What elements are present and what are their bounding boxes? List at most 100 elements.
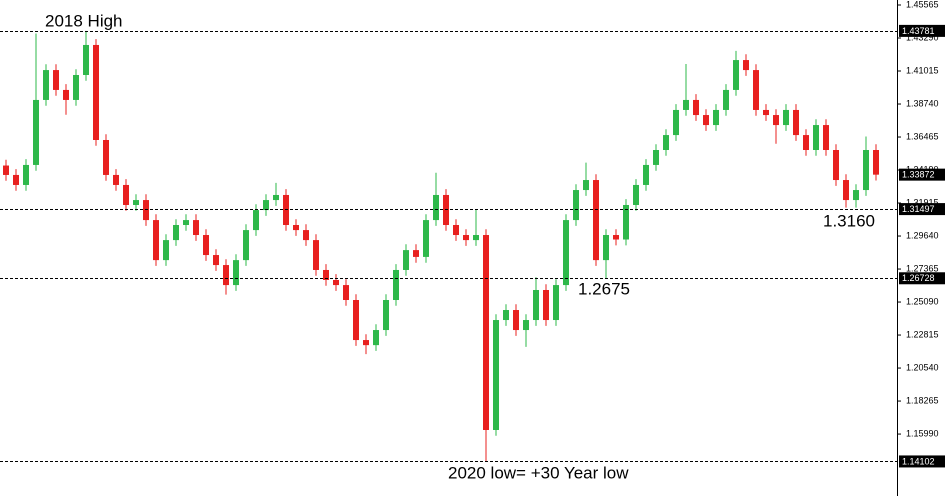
level-box [899,272,945,285]
y-tick-label: 1.18265 [906,395,939,405]
candle-body [163,240,169,261]
candle-body [153,220,159,261]
candle-body [853,190,859,201]
y-tick-label: 1.25090 [906,296,939,306]
candle-body [83,44,89,76]
candle-body [613,235,619,240]
candle-body [713,109,719,126]
candle-body [843,180,849,201]
candle-body [513,310,519,331]
candle-body [733,60,739,90]
candle-body [353,300,359,341]
candle-body [633,184,639,205]
level-label: 1.14102 [902,456,935,466]
candle-body [873,150,879,175]
candle-body [583,180,589,191]
level-box [899,455,945,468]
y-tick-label: 1.36465 [906,131,939,141]
candle-body [113,174,119,185]
current-price-box [899,168,945,181]
candle-body [813,125,819,151]
candle-body [803,135,809,151]
candle-body [773,115,779,126]
candle-body [593,180,599,261]
candle-body [103,139,109,175]
candle-body [723,89,729,110]
candle-body [23,164,29,185]
candle-body [13,174,19,185]
candle-body [413,250,419,257]
candle-body [703,115,709,126]
candle-body [313,240,319,270]
candle-body [73,75,79,100]
y-tick-label: 1.45565 [906,0,939,9]
y-tick-label: 1.27365 [906,263,939,273]
candle-body [693,99,699,116]
candle-body [403,250,409,270]
candle-body [573,190,579,221]
candle-body [323,269,329,280]
candle-body [793,109,799,136]
candle-body [563,220,569,286]
candle-body [43,70,49,100]
candle-body [143,200,149,221]
candle-body [763,109,769,116]
candle-body [543,289,549,321]
candle-body [463,235,469,241]
y-tick-label: 1.31915 [906,197,939,207]
annotation: 2018 High [45,11,123,30]
annotation: 2020 low= +30 Year low [448,463,629,482]
candle-body [3,165,9,175]
candle-body [473,235,479,241]
candle-body [303,230,309,241]
candle-body [363,340,369,346]
candle-body [493,320,499,430]
candle-body [673,109,679,136]
level-label: 1.26728 [902,273,935,283]
candle-body [863,150,869,191]
candle-body [203,235,209,256]
candle-body [213,255,219,266]
candle-body [243,230,249,261]
candle-body [423,220,429,257]
candle-body [93,44,99,140]
candle-body [33,99,39,165]
level-box [899,24,945,37]
candle-body [273,194,279,201]
candle-body [833,150,839,181]
candle-body [533,289,539,321]
candle-body [433,194,439,221]
y-tick-label: 1.29640 [906,230,939,240]
candle-body [823,125,829,151]
candle-body [193,220,199,236]
candle-body [173,225,179,241]
candle-body [223,265,229,286]
candle-body [263,200,269,211]
y-tick-label: 1.22815 [906,329,939,339]
candle-body [123,184,129,205]
level-label: 1.31497 [902,204,935,214]
level-label: 1.43781 [902,26,935,36]
candle-body [523,320,529,331]
candle-body [623,204,629,240]
y-tick-label: 1.20540 [906,362,939,372]
candle-body [683,99,689,110]
candle-body [663,135,669,151]
y-tick-label: 1.15990 [906,428,939,438]
candle-body [743,60,749,71]
candle-body [53,70,59,90]
candle-body [333,279,339,286]
candle-body [603,235,609,261]
annotation: 1.2675 [578,279,630,298]
candle-body [373,330,379,346]
level-box [899,203,945,216]
candle-body [643,164,649,185]
candle-body [383,300,389,331]
candle-body [183,220,189,226]
candle-body [553,285,559,321]
candle-body [653,150,659,165]
candle-body [753,70,759,110]
candle-body [133,200,139,205]
candle-body [253,210,259,231]
